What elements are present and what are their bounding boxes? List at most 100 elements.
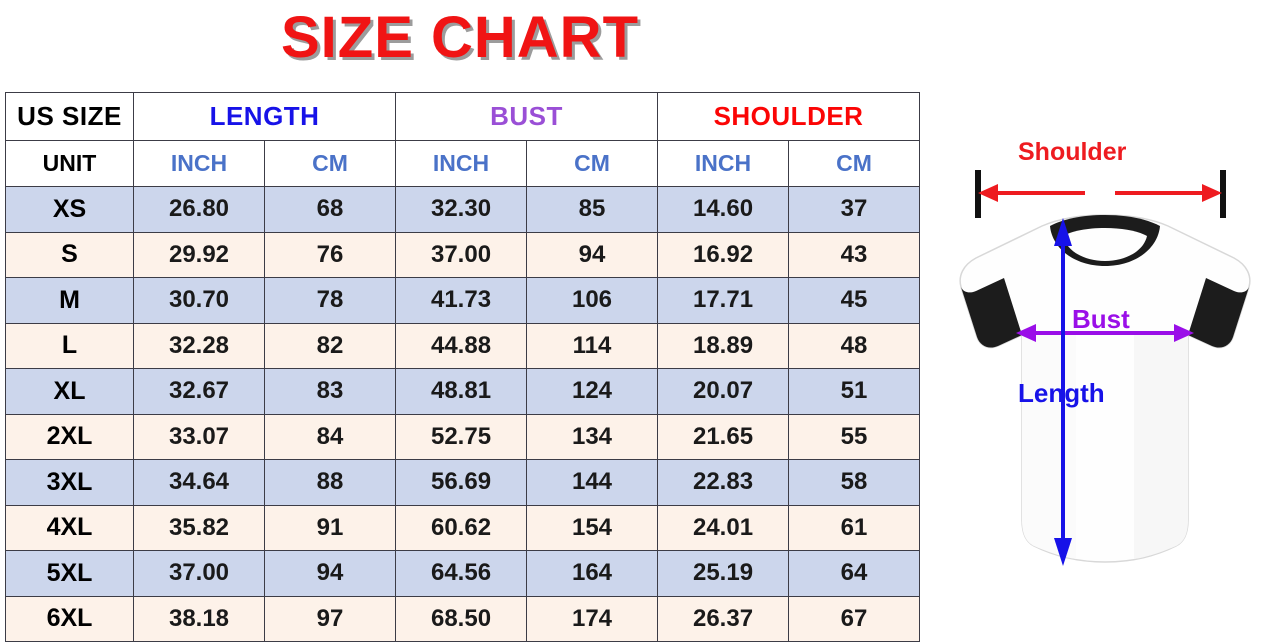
header-length-cm: CM bbox=[263, 140, 397, 187]
cell-shoulder-inch: 18.89 bbox=[657, 322, 790, 369]
header-shoulder-cm: CM bbox=[788, 140, 921, 187]
cell-shoulder-cm: 61 bbox=[788, 504, 921, 551]
cell-length-cm: 78 bbox=[263, 277, 397, 324]
cell-shoulder-cm: 48 bbox=[788, 322, 921, 369]
tshirt-illustration bbox=[959, 170, 1251, 566]
cell-length-cm: 94 bbox=[263, 550, 397, 597]
header-shoulder: SHOULDER bbox=[657, 92, 921, 141]
cell-us-size: 2XL bbox=[5, 413, 134, 460]
cell-length-inch: 32.67 bbox=[133, 368, 265, 415]
page-title: SIZE CHART bbox=[281, 5, 639, 70]
cell-us-size: XL bbox=[5, 368, 134, 415]
cell-length-cm: 91 bbox=[263, 504, 397, 551]
cell-length-cm: 83 bbox=[263, 368, 397, 415]
tshirt-shape bbox=[959, 214, 1251, 563]
cell-shoulder-cm: 37 bbox=[788, 186, 921, 233]
cell-bust-inch: 32.30 bbox=[395, 186, 528, 233]
cell-us-size: S bbox=[5, 231, 134, 278]
header-length-inch: INCH bbox=[133, 140, 265, 187]
cell-bust-inch: 44.88 bbox=[395, 322, 528, 369]
length-label: Length bbox=[1018, 378, 1105, 408]
shoulder-tick-left bbox=[975, 170, 981, 218]
cell-bust-cm: 85 bbox=[526, 186, 659, 233]
header-unit: UNIT bbox=[5, 140, 134, 187]
table-row: XS 26.80 68 32.30 85 14.60 37 bbox=[5, 186, 921, 233]
cell-us-size: 5XL bbox=[5, 550, 134, 597]
cell-bust-cm: 106 bbox=[526, 277, 659, 324]
cell-length-inch: 29.92 bbox=[133, 231, 265, 278]
cell-bust-inch: 60.62 bbox=[395, 504, 528, 551]
header-length: LENGTH bbox=[132, 92, 397, 141]
cell-shoulder-cm: 43 bbox=[788, 231, 921, 278]
cell-shoulder-cm: 64 bbox=[788, 550, 921, 597]
cell-bust-cm: 134 bbox=[526, 413, 659, 460]
shoulder-arrow bbox=[978, 184, 1222, 202]
header-us-size: US SIZE bbox=[5, 92, 134, 141]
cell-bust-inch: 64.56 bbox=[395, 550, 528, 597]
bust-arrow bbox=[1016, 324, 1194, 342]
cell-shoulder-cm: 55 bbox=[788, 413, 921, 460]
table-row: 2XL 33.07 84 52.75 134 21.65 55 bbox=[5, 413, 921, 460]
cell-bust-cm: 124 bbox=[526, 368, 659, 415]
cell-bust-cm: 174 bbox=[526, 595, 659, 642]
cell-length-inch: 37.00 bbox=[133, 550, 265, 597]
cell-bust-inch: 41.73 bbox=[395, 277, 528, 324]
cell-bust-inch: 48.81 bbox=[395, 368, 528, 415]
cell-shoulder-inch: 22.83 bbox=[657, 459, 790, 506]
cell-length-cm: 97 bbox=[263, 595, 397, 642]
table-row: 3XL 34.64 88 56.69 144 22.83 58 bbox=[5, 459, 921, 506]
cell-length-cm: 84 bbox=[263, 413, 397, 460]
cell-shoulder-inch: 25.19 bbox=[657, 550, 790, 597]
cell-shoulder-inch: 24.01 bbox=[657, 504, 790, 551]
cell-length-cm: 82 bbox=[263, 322, 397, 369]
cell-shoulder-inch: 14.60 bbox=[657, 186, 790, 233]
header-shoulder-inch: INCH bbox=[657, 140, 790, 187]
cell-bust-cm: 144 bbox=[526, 459, 659, 506]
cell-length-inch: 35.82 bbox=[133, 504, 265, 551]
bust-label: Bust bbox=[1072, 304, 1130, 334]
cell-us-size: XS bbox=[5, 186, 134, 233]
cell-length-inch: 33.07 bbox=[133, 413, 265, 460]
cell-length-inch: 26.80 bbox=[133, 186, 265, 233]
cell-us-size: 6XL bbox=[5, 595, 134, 642]
cell-length-inch: 38.18 bbox=[133, 595, 265, 642]
cell-bust-inch: 37.00 bbox=[395, 231, 528, 278]
cell-length-cm: 88 bbox=[263, 459, 397, 506]
table-row: 5XL 37.00 94 64.56 164 25.19 64 bbox=[5, 550, 921, 597]
size-chart-table: US SIZE LENGTH BUST SHOULDER UNIT INCH C… bbox=[5, 92, 921, 642]
cell-bust-cm: 154 bbox=[526, 504, 659, 551]
cell-shoulder-inch: 26.37 bbox=[657, 595, 790, 642]
table-row: M 30.70 78 41.73 106 17.71 45 bbox=[5, 277, 921, 324]
cell-bust-inch: 56.69 bbox=[395, 459, 528, 506]
cell-shoulder-cm: 67 bbox=[788, 595, 921, 642]
table-unit-header-row: UNIT INCH CM INCH CM INCH CM bbox=[5, 140, 921, 187]
cell-bust-cm: 94 bbox=[526, 231, 659, 278]
cell-us-size: M bbox=[5, 277, 134, 324]
table-row: L 32.28 82 44.88 114 18.89 48 bbox=[5, 322, 921, 369]
cell-bust-cm: 114 bbox=[526, 322, 659, 369]
table-row: S 29.92 76 37.00 94 16.92 43 bbox=[5, 231, 921, 278]
table-group-header-row: US SIZE LENGTH BUST SHOULDER bbox=[5, 92, 921, 141]
cell-shoulder-inch: 17.71 bbox=[657, 277, 790, 324]
cell-us-size: 3XL bbox=[5, 459, 134, 506]
cell-shoulder-inch: 16.92 bbox=[657, 231, 790, 278]
table-row: 6XL 38.18 97 68.50 174 26.37 67 bbox=[5, 595, 921, 642]
cell-us-size: 4XL bbox=[5, 504, 134, 551]
cell-length-inch: 34.64 bbox=[133, 459, 265, 506]
cell-shoulder-cm: 58 bbox=[788, 459, 921, 506]
cell-bust-inch: 52.75 bbox=[395, 413, 528, 460]
header-bust: BUST bbox=[395, 92, 659, 141]
cell-shoulder-inch: 20.07 bbox=[657, 368, 790, 415]
length-arrow bbox=[1054, 218, 1072, 566]
header-bust-cm: CM bbox=[526, 140, 659, 187]
cell-us-size: L bbox=[5, 322, 134, 369]
shoulder-tick-right bbox=[1220, 170, 1226, 218]
cell-length-inch: 32.28 bbox=[133, 322, 265, 369]
cell-length-inch: 30.70 bbox=[133, 277, 265, 324]
shoulder-label: Shoulder bbox=[1018, 138, 1127, 166]
header-bust-inch: INCH bbox=[395, 140, 528, 187]
cell-bust-inch: 68.50 bbox=[395, 595, 528, 642]
tshirt-diagram: Shoulder Bust Length bbox=[930, 130, 1280, 644]
table-row: XL 32.67 83 48.81 124 20.07 51 bbox=[5, 368, 921, 415]
